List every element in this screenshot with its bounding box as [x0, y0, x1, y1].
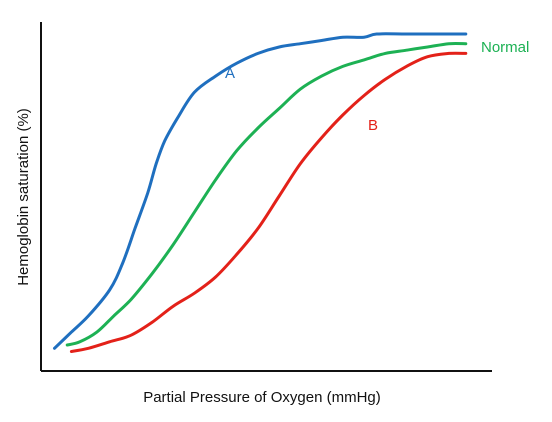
series-line-b — [69, 51, 468, 353]
series-line-a — [53, 32, 468, 350]
series-line-normal — [65, 41, 468, 347]
series-group — [53, 32, 468, 353]
curve-label-b: B — [368, 117, 378, 134]
y-axis-label: Hemoglobin saturation (%) — [15, 108, 32, 286]
curve-label-a: A — [225, 65, 235, 82]
x-axis-label: Partial Pressure of Oxygen (mmHg) — [143, 389, 381, 406]
curve-label-normal: Normal — [481, 39, 529, 56]
